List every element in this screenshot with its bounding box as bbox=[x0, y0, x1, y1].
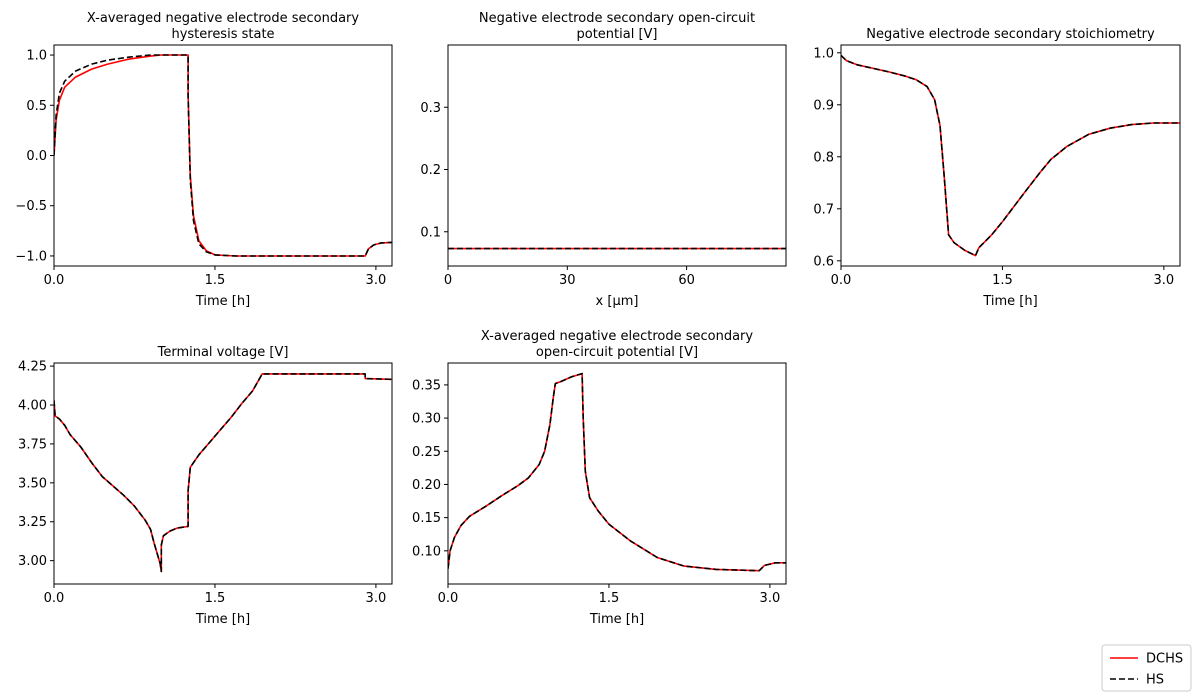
x-axis-label: Time [h] bbox=[195, 294, 250, 309]
x-tick-label: 0 bbox=[444, 273, 452, 288]
x-tick-label: 30 bbox=[559, 273, 576, 288]
x-tick-label: 0.0 bbox=[831, 273, 852, 288]
chart-title-line: hysteresis state bbox=[171, 27, 274, 42]
axes-frame bbox=[53, 44, 393, 267]
y-tick-label: 0.2 bbox=[420, 163, 441, 178]
chart-title-line: potential [V] bbox=[577, 27, 658, 42]
x-axis-label: Time [h] bbox=[982, 294, 1037, 309]
y-tick-label: 0.15 bbox=[412, 511, 441, 526]
y-tick-label: 0.30 bbox=[412, 412, 441, 427]
series-line-dchs bbox=[448, 372, 786, 572]
x-tick-label: 0.0 bbox=[44, 591, 65, 606]
legend-label-hs: HS bbox=[1146, 673, 1164, 688]
chart-title-line: X-averaged negative electrode secondary bbox=[87, 11, 359, 26]
y-tick-label: 3.75 bbox=[18, 437, 47, 452]
y-tick-label: 0.35 bbox=[412, 378, 441, 393]
x-axis-label: Time [h] bbox=[589, 612, 644, 627]
y-tick-label: 1.0 bbox=[26, 49, 47, 64]
x-tick-label: 1.5 bbox=[992, 273, 1013, 288]
y-tick-label: 3.00 bbox=[18, 554, 47, 569]
chart-panel-3: Negative electrode secondary stoichiomet… bbox=[813, 27, 1181, 309]
y-tick-label: 0.20 bbox=[412, 478, 441, 493]
y-tick-label: 0.9 bbox=[813, 98, 834, 113]
x-tick-label: 1.5 bbox=[205, 591, 226, 606]
chart-panel-1: X-averaged negative electrode secondaryh… bbox=[15, 11, 393, 309]
axes-frame bbox=[53, 362, 393, 585]
chart-panel-4: Terminal voltage [V] 0.0 1.5 3.0 3.00 3.25 3.5… bbox=[18, 345, 393, 627]
series-line-hs bbox=[54, 54, 392, 257]
x-tick-label: 3.0 bbox=[760, 591, 781, 606]
y-tick-label: 0.3 bbox=[420, 101, 441, 116]
chart-panel-2: Negative electrode secondary open-circui… bbox=[420, 11, 787, 309]
y-tick-label: 0.7 bbox=[813, 202, 834, 217]
x-axis-label: x [μm] bbox=[596, 294, 639, 309]
y-tick-label: 0.6 bbox=[813, 254, 834, 269]
y-tick-label: −1.0 bbox=[15, 249, 47, 264]
y-tick-label: 4.25 bbox=[18, 360, 47, 375]
series-line-hs bbox=[448, 372, 786, 572]
axes-frame bbox=[840, 44, 1181, 267]
series-line-hs bbox=[841, 54, 1180, 257]
x-tick-label: 60 bbox=[678, 273, 695, 288]
x-tick-label: 1.5 bbox=[205, 273, 226, 288]
y-tick-label: 4.00 bbox=[18, 399, 47, 414]
legend: DCHS HS bbox=[1101, 644, 1192, 692]
x-tick-label: 3.0 bbox=[1154, 273, 1175, 288]
chart-panel-5: X-averaged negative electrode secondaryo… bbox=[412, 329, 787, 627]
series-line-dchs bbox=[54, 54, 392, 257]
axes-frame bbox=[447, 44, 787, 267]
series-line-dchs bbox=[841, 54, 1180, 257]
x-axis-label: Time [h] bbox=[195, 612, 250, 627]
y-tick-label: 1.0 bbox=[813, 46, 834, 61]
y-tick-label: 0.5 bbox=[26, 99, 47, 114]
chart-title-line: Negative electrode secondary open-circui… bbox=[479, 11, 755, 26]
chart-title-line: X-averaged negative electrode secondary bbox=[481, 329, 753, 344]
y-tick-label: −0.5 bbox=[15, 199, 47, 214]
axes-frame bbox=[447, 362, 787, 585]
y-tick-label: 0.1 bbox=[420, 225, 441, 240]
series-line-hs bbox=[54, 373, 392, 573]
y-tick-label: 0.25 bbox=[412, 445, 441, 460]
y-tick-label: 0.10 bbox=[412, 544, 441, 559]
legend-label-dchs: DCHS bbox=[1146, 652, 1183, 667]
x-tick-label: 3.0 bbox=[366, 273, 387, 288]
chart-title-line: open-circuit potential [V] bbox=[536, 345, 698, 360]
chart-title-line: Negative electrode secondary stoichiomet… bbox=[866, 27, 1155, 42]
x-tick-label: 0.0 bbox=[438, 591, 459, 606]
y-tick-label: 0.0 bbox=[26, 149, 47, 164]
x-tick-label: 3.0 bbox=[366, 591, 387, 606]
series-line-dchs bbox=[54, 373, 392, 573]
y-tick-label: 3.50 bbox=[18, 476, 47, 491]
x-tick-label: 0.0 bbox=[44, 273, 65, 288]
y-tick-label: 0.8 bbox=[813, 150, 834, 165]
x-tick-label: 1.5 bbox=[599, 591, 620, 606]
y-tick-label: 3.25 bbox=[18, 515, 47, 530]
chart-title-line: Terminal voltage [V] bbox=[157, 345, 289, 360]
